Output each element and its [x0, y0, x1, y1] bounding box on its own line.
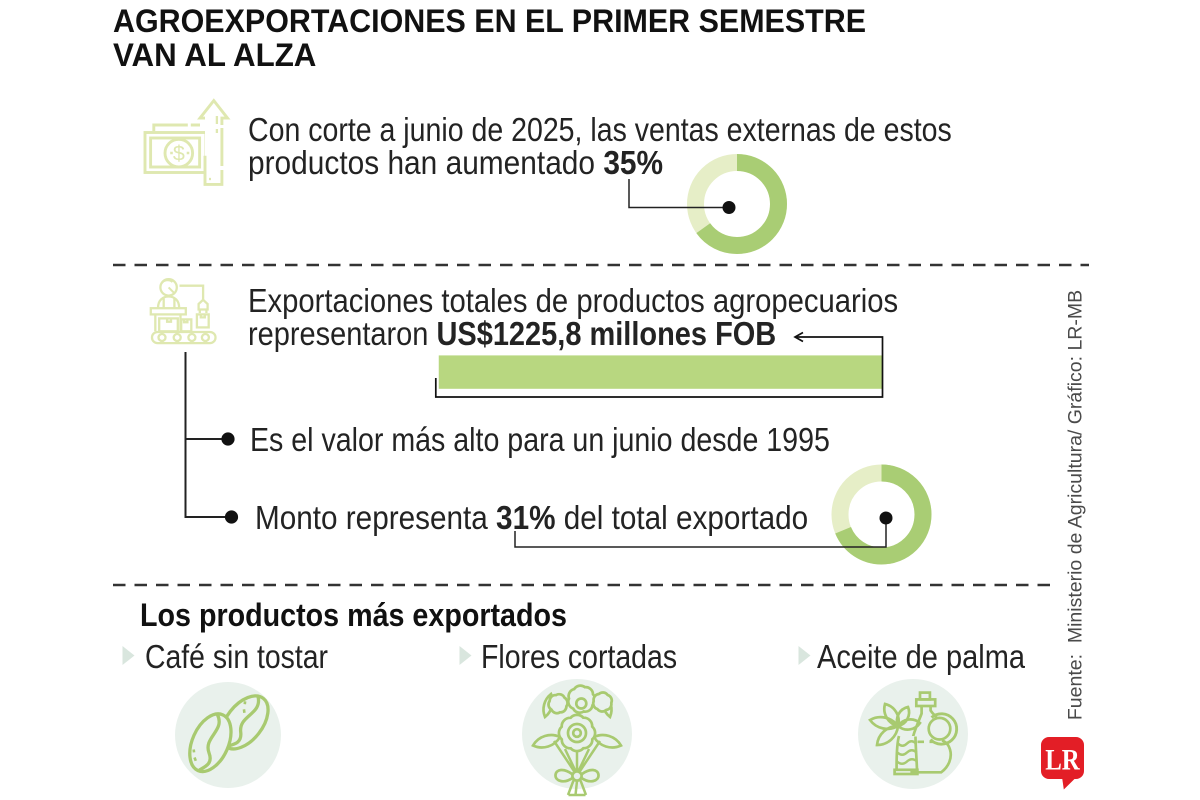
- svg-text:LR: LR: [1045, 744, 1080, 777]
- svg-text:$: $: [173, 142, 185, 166]
